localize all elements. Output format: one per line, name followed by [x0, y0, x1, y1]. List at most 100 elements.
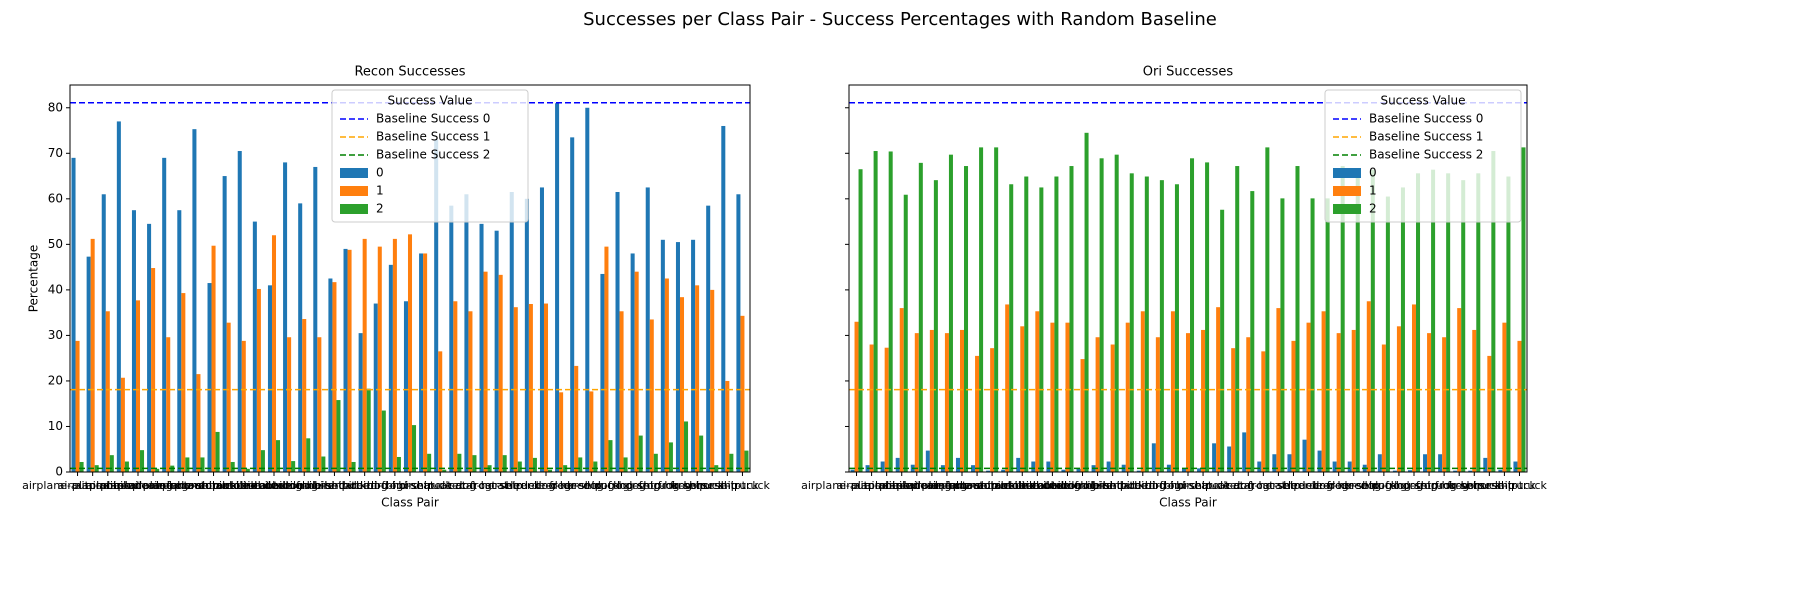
- bar: [147, 223, 152, 472]
- x-tick-label: cat-ship: [1256, 479, 1300, 492]
- x-axis-label: Class Pair: [1159, 496, 1217, 510]
- legend-label: Baseline Success 2: [376, 148, 490, 162]
- axes-title: Ori Successes: [1143, 65, 1234, 80]
- bar: [1332, 461, 1337, 472]
- x-tick-label: bird-deer: [324, 479, 375, 492]
- bar: [1280, 198, 1285, 473]
- bar: [358, 333, 363, 472]
- x-tick-label: automobile-deer: [977, 479, 1069, 492]
- bar: [449, 205, 454, 472]
- bar: [899, 308, 904, 472]
- bar: [1521, 147, 1526, 472]
- x-tick-label: frog-truck: [1447, 479, 1502, 492]
- x-tick-label: airplane-horse: [907, 479, 987, 492]
- x-tick-label: cat-frog: [1227, 479, 1270, 492]
- bar: [1276, 308, 1281, 472]
- x-tick-label: airplane-bird: [837, 479, 907, 492]
- bar: [135, 300, 141, 472]
- y-tick-label: 70: [48, 146, 63, 160]
- y-tick-label: 50: [48, 237, 63, 251]
- bar: [1170, 311, 1175, 472]
- bar: [1385, 196, 1390, 472]
- x-tick-label: airplane-frog: [118, 479, 189, 492]
- bar: [267, 285, 272, 472]
- x-tick-label: cat-deer: [1195, 479, 1242, 492]
- bar: [75, 340, 80, 472]
- bar: [155, 468, 160, 472]
- bar: [1235, 166, 1240, 472]
- legend-swatch: [1333, 204, 1361, 214]
- bar: [351, 461, 356, 472]
- x-tick-label: deer-horse: [1309, 479, 1368, 492]
- bar: [1005, 304, 1010, 472]
- bar: [116, 121, 121, 473]
- bar: [1197, 468, 1202, 472]
- y-axis-label: Percentage: [27, 245, 41, 313]
- bar: [929, 329, 934, 472]
- bar: [1461, 180, 1466, 472]
- bar: [1212, 443, 1217, 472]
- y-tick-label: 20: [48, 373, 63, 387]
- bar: [423, 253, 428, 472]
- bar: [955, 457, 960, 472]
- bar: [736, 194, 741, 473]
- bar: [181, 293, 186, 472]
- bar: [517, 461, 522, 472]
- bar: [1347, 461, 1352, 472]
- legend-swatch: [1333, 168, 1361, 178]
- x-tick-label: horse-truck: [1473, 479, 1537, 492]
- bar: [914, 333, 919, 472]
- bar: [347, 249, 352, 472]
- bar: [1272, 454, 1277, 472]
- x-tick-label: deer-ship: [551, 479, 602, 492]
- bar: [321, 456, 326, 472]
- bar: [850, 469, 855, 472]
- bar: [166, 337, 171, 472]
- bar: [873, 151, 878, 473]
- x-tick-label: automobile-truck: [272, 479, 367, 492]
- bar: [653, 453, 658, 472]
- bar: [691, 239, 696, 472]
- x-tick-label: cat-horse: [460, 479, 512, 492]
- bar: [539, 187, 544, 473]
- x-tick-label: dog-truck: [625, 479, 679, 492]
- bar: [86, 256, 91, 472]
- x-tick-label: deer-horse: [532, 479, 591, 492]
- bar: [291, 461, 296, 472]
- bar: [336, 400, 341, 472]
- bar: [177, 210, 182, 473]
- bar: [578, 457, 583, 472]
- bar: [509, 191, 514, 472]
- bar: [903, 194, 908, 472]
- bar: [1035, 311, 1040, 472]
- bar: [854, 321, 859, 472]
- bar: [313, 166, 318, 472]
- x-tick-label: automobile-bird: [948, 479, 1035, 492]
- bar: [725, 380, 730, 472]
- bar: [1069, 166, 1074, 472]
- x-tick-label: dog-frog: [583, 479, 630, 492]
- legend-title: Success Value: [387, 94, 472, 108]
- x-tick-label: bird-frog: [1134, 479, 1181, 492]
- bar: [407, 234, 413, 472]
- legend-swatch: [340, 204, 368, 214]
- legend-label: Baseline Success 1: [376, 130, 490, 144]
- bar: [1377, 454, 1382, 472]
- legend-label: Baseline Success 0: [376, 112, 490, 126]
- bar: [986, 470, 991, 472]
- bar: [328, 278, 333, 472]
- bar: [366, 388, 371, 472]
- x-tick-label: cat-deer: [417, 479, 464, 492]
- bar: [1431, 169, 1436, 473]
- bar: [479, 223, 484, 472]
- bar: [1287, 454, 1292, 472]
- legend-box: [331, 89, 529, 223]
- bar: [94, 465, 99, 472]
- bar: [230, 461, 235, 472]
- bar: [744, 450, 749, 472]
- bar: [880, 461, 885, 472]
- bar: [427, 453, 432, 472]
- bar: [589, 391, 594, 472]
- bar: [1257, 461, 1262, 472]
